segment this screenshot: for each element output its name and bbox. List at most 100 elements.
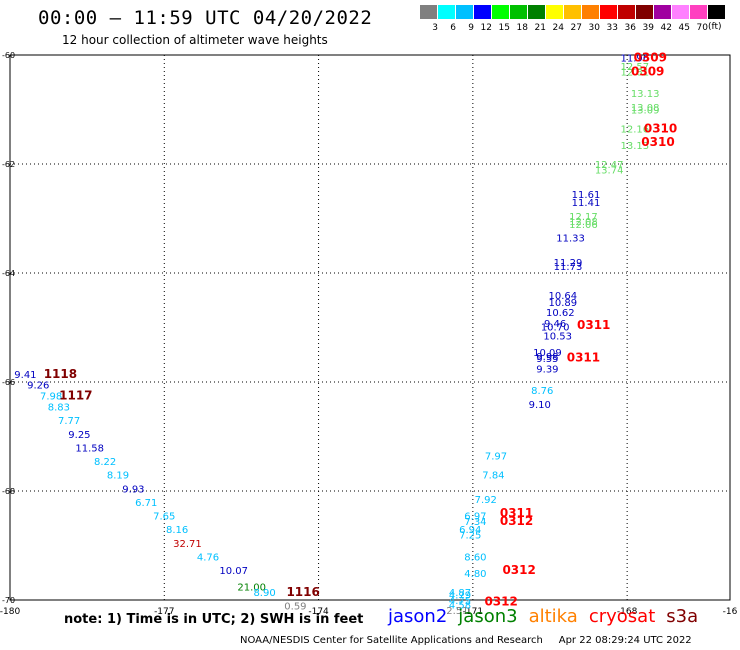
wave-height-value: 4.76 xyxy=(197,552,219,563)
pass-time-label: 0312 xyxy=(484,595,517,609)
wave-height-value: 10.07 xyxy=(219,566,248,577)
wave-height-value: 7.25 xyxy=(459,531,481,542)
pass-time-label: 0310 xyxy=(641,135,674,149)
mission-legend: jason2 jason3 altika cryosat s3a xyxy=(388,606,698,627)
legend-swatch xyxy=(492,5,510,19)
wave-height-value: 4.75 xyxy=(449,596,471,607)
wave-height-value: 0.59 xyxy=(284,601,306,612)
legend-tick-label: 70 xyxy=(696,23,708,33)
wave-height-value: 10.62 xyxy=(546,308,575,319)
wave-height-value: 9.98 xyxy=(536,352,558,363)
pass-time-label: 0311 xyxy=(577,318,610,332)
footer-credit: NOAA/NESDIS Center for Satellite Applica… xyxy=(240,635,692,646)
wave-height-value: 6.97 xyxy=(464,512,486,523)
pass-time-label: 0312 xyxy=(502,563,535,577)
mission-cryosat: cryosat xyxy=(588,606,656,627)
wave-height-value: 13.74 xyxy=(595,165,624,176)
legend-tick-label: 12 xyxy=(480,23,492,33)
wave-height-value: 12.81 xyxy=(621,67,650,78)
legend-tick-label: 15 xyxy=(498,23,510,33)
wave-height-value: 7.98 xyxy=(40,392,62,403)
wave-height-value: 11.33 xyxy=(556,234,585,245)
legend-unit: (ft) xyxy=(708,22,722,32)
wave-height-value: 11.61 xyxy=(572,190,601,201)
pass-time-label: 0311 xyxy=(500,506,533,520)
wave-height-value: 9.41 xyxy=(14,370,36,381)
legend-tick-label: 21 xyxy=(534,23,546,33)
wave-height-value: 7.92 xyxy=(475,495,497,506)
legend-swatch xyxy=(528,5,546,19)
color-scale-legend: 3 6 9 12 15 18 21 24 27 30 33 36 39 42 45 70 (ft) xyxy=(420,5,726,33)
wave-height-value: 7.84 xyxy=(482,471,504,482)
x-tick-label: -168 xyxy=(617,607,638,617)
wave-height-value: 9.46 xyxy=(544,319,566,330)
plot-frame xyxy=(9,54,731,601)
wave-height-value: 7.34 xyxy=(464,517,486,528)
legend-tick-label: 39 xyxy=(642,23,654,33)
pass-time-label: 1118 xyxy=(44,367,77,381)
wave-height-value: 13.13 xyxy=(631,89,660,100)
wave-height-value: 12.57 xyxy=(621,62,650,73)
wave-height-value: 7.65 xyxy=(153,512,175,523)
legend-tick-label: 45 xyxy=(678,23,690,33)
mission-s3a: s3a xyxy=(666,606,699,627)
wave-height-value: 10.53 xyxy=(543,332,572,343)
legend-swatches xyxy=(420,5,726,19)
chart-subtitle: 12 hour collection of altimeter wave hei… xyxy=(62,33,328,47)
wave-height-value: 21.00 xyxy=(237,582,266,593)
legend-tick-label: 42 xyxy=(660,23,672,33)
wave-height-value: 10.70 xyxy=(541,322,570,333)
wave-height-value: 8.90 xyxy=(253,588,275,599)
x-tick-label: -177 xyxy=(154,607,174,617)
wave-height-value: 8.60 xyxy=(464,552,486,563)
wave-height-value: 32.71 xyxy=(173,539,202,550)
legend-tick-label: 9 xyxy=(468,23,474,33)
wave-height-value: 8.19 xyxy=(107,471,129,482)
x-tick-label: -174 xyxy=(308,607,329,617)
legend-swatch xyxy=(474,5,492,19)
x-tick-label: -16 xyxy=(723,607,738,617)
wave-height-value: 13.08 xyxy=(631,103,660,114)
legend-swatch xyxy=(654,5,672,19)
wave-height-value: 8.83 xyxy=(48,403,70,414)
legend-swatch xyxy=(420,5,438,19)
wave-height-value: 9.26 xyxy=(27,381,49,392)
legend-swatch xyxy=(600,5,618,19)
y-tick-label: -66 xyxy=(2,378,15,387)
legend-swatch xyxy=(672,5,690,19)
wave-height-value: 6.71 xyxy=(135,498,157,509)
legend-tick-label: 6 xyxy=(450,23,456,33)
pass-time-label: 0309 xyxy=(634,51,667,65)
y-tick-label: -70 xyxy=(2,596,15,605)
wave-height-value: 12.16 xyxy=(621,125,650,136)
wave-height-value: 10.09 xyxy=(533,348,562,359)
legend-swatch xyxy=(618,5,636,19)
legend-swatch xyxy=(438,5,456,19)
wave-height-value: 10.89 xyxy=(549,298,578,309)
wave-height-value: 13.09 xyxy=(631,106,660,117)
pass-time-label: 0310 xyxy=(644,122,677,136)
legend-tick-label: 3 xyxy=(432,23,438,33)
wave-height-value: 11.96 xyxy=(621,54,650,65)
legend-tick-label: 24 xyxy=(552,23,564,33)
wave-height-value: 9.93 xyxy=(122,484,144,495)
wave-height-value: 11.73 xyxy=(554,262,583,273)
note-text: note: 1) Time is in UTC; 2) SWH is in fe… xyxy=(64,612,364,627)
wave-height-value: 11.41 xyxy=(572,198,601,209)
y-tick-label: -62 xyxy=(2,160,15,169)
legend-tick-label: 36 xyxy=(624,23,636,33)
y-tick-label: -64 xyxy=(2,269,15,278)
legend-swatch xyxy=(564,5,582,19)
legend-swatch xyxy=(690,5,708,19)
pass-time-label: 1116 xyxy=(286,585,319,599)
legend-labels: 3 6 9 12 15 18 21 24 27 30 33 36 39 42 45 70 xyxy=(420,23,726,33)
wave-height-value: 10.64 xyxy=(549,291,578,302)
legend-swatch xyxy=(546,5,564,19)
legend-swatch xyxy=(708,5,726,19)
legend-swatch xyxy=(510,5,528,19)
wave-height-value: 4.58 xyxy=(449,600,471,611)
wave-height-value: 12.08 xyxy=(569,217,598,228)
pass-time-label: 1117 xyxy=(59,389,92,403)
wave-height-value: 12.47 xyxy=(595,160,624,171)
